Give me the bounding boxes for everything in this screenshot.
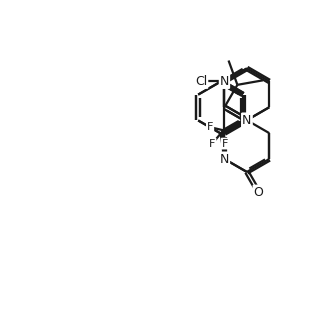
Text: F: F <box>222 139 228 148</box>
Text: F: F <box>207 122 213 132</box>
Text: O: O <box>254 185 263 199</box>
Text: N: N <box>220 152 229 166</box>
Text: N: N <box>242 114 252 127</box>
Text: S: S <box>220 75 229 88</box>
Text: Cl: Cl <box>195 75 207 88</box>
Text: N: N <box>242 114 252 127</box>
Text: N: N <box>220 75 229 88</box>
Text: F: F <box>209 139 216 148</box>
